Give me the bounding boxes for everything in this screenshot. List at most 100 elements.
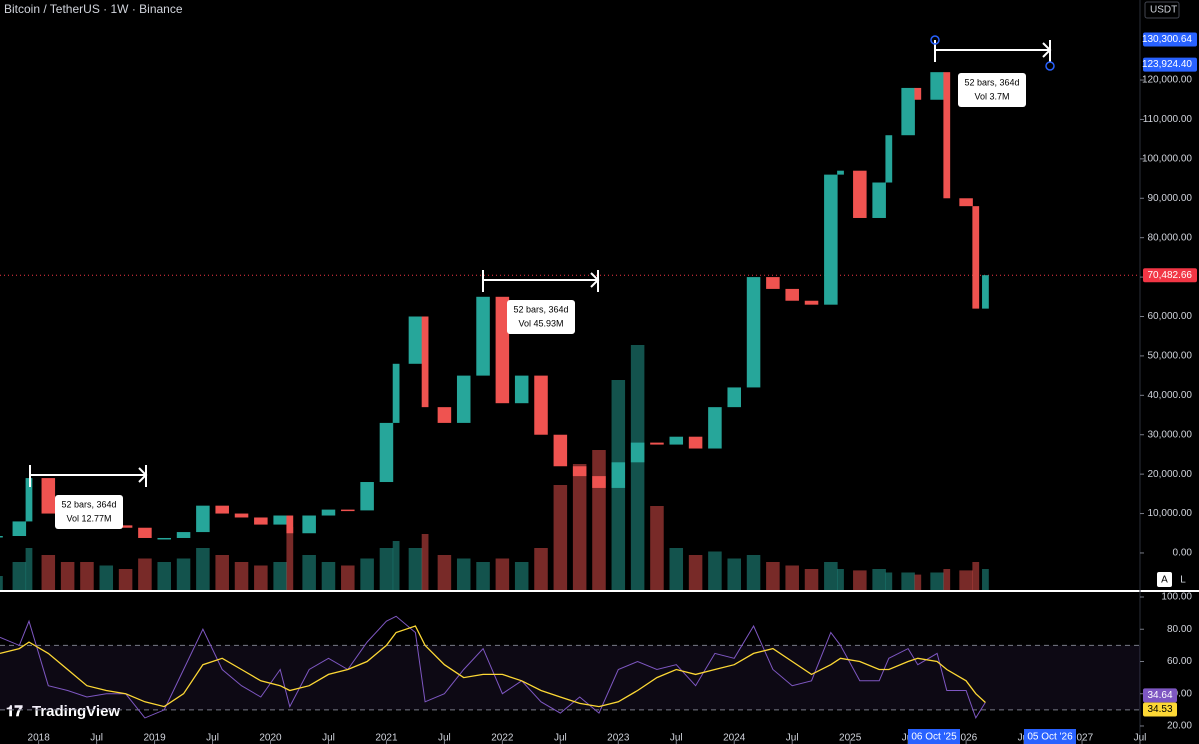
candle	[421, 316, 429, 408]
candle	[592, 476, 606, 488]
volume-bar	[804, 569, 819, 590]
volume-bar	[572, 464, 587, 590]
candle	[824, 174, 838, 305]
candle	[611, 462, 626, 488]
date-label: 05 Oct '26	[1027, 732, 1073, 743]
candle	[392, 363, 400, 423]
volume-bar	[959, 570, 973, 590]
rsi-y-tick-label: 20.00	[1167, 721, 1192, 732]
volume-bar	[408, 548, 423, 590]
volume-bar	[234, 562, 249, 590]
volume-bar	[534, 548, 548, 590]
volume-bar	[421, 534, 429, 590]
chart-title: Bitcoin / TetherUS · 1W · Binance	[4, 2, 183, 16]
x-tick-label: Jul	[90, 733, 103, 744]
measure-bars: 52 bars, 364d	[964, 77, 1019, 87]
volume-bar	[437, 555, 452, 590]
currency-box[interactable]	[1144, 1, 1180, 19]
candle	[360, 482, 374, 511]
candle	[837, 170, 844, 175]
candle	[476, 296, 490, 376]
x-tick-label: 2022	[491, 733, 514, 744]
volume-bar	[972, 562, 980, 590]
rsi-line	[0, 625, 986, 708]
candle	[196, 505, 210, 533]
volume-bar	[379, 548, 394, 590]
candle	[914, 87, 922, 100]
date-label-bg	[1024, 729, 1076, 744]
candle	[853, 170, 867, 218]
currency[interactable]: USDT	[1150, 5, 1177, 16]
price-label: 130,300.64	[1142, 34, 1192, 45]
volume-bar	[254, 565, 268, 590]
candle	[138, 527, 152, 538]
handle	[1045, 61, 1055, 71]
candle	[379, 422, 394, 483]
rsi-y-tick-label: 80.00	[1167, 624, 1192, 635]
price-label-bg	[1143, 268, 1197, 283]
rsi-y-tick-label: 100.00	[1161, 592, 1192, 603]
date-label-bg	[908, 729, 960, 744]
candle	[650, 442, 664, 445]
candle	[215, 505, 229, 514]
volume-bar	[273, 562, 287, 590]
brand: TradingView	[32, 703, 120, 720]
candle	[872, 182, 886, 218]
y-tick-label: 20,000.00	[1148, 469, 1193, 480]
measure-head	[138, 465, 148, 487]
measure-volume: Vol 3.7M	[974, 91, 1009, 101]
x-tick-label: 2021	[375, 733, 398, 744]
volume-bar	[25, 548, 33, 590]
volume-bar	[837, 569, 844, 590]
volume-bar	[982, 569, 989, 590]
candle	[669, 436, 684, 445]
candle	[534, 375, 548, 435]
candle	[553, 434, 568, 467]
measure-box	[55, 495, 123, 529]
y-tick-label: 80,000.00	[1148, 232, 1193, 243]
volume-bar	[669, 548, 684, 590]
candle	[41, 478, 56, 514]
log-label[interactable]: L	[1180, 575, 1186, 586]
y-tick-label: 0.00	[1173, 548, 1193, 559]
rsi-y-tick-label: 60.00	[1167, 656, 1192, 667]
y-tick-label: 50,000.00	[1148, 351, 1193, 362]
candle	[982, 275, 989, 309]
volume-bar	[872, 569, 886, 590]
rsi-value-label: 34.53	[1147, 704, 1172, 715]
volume-bar	[215, 555, 229, 590]
volume-bar	[341, 565, 355, 590]
volume-bar	[456, 558, 471, 590]
auto-label[interactable]: A	[1161, 575, 1168, 586]
candle	[321, 509, 336, 516]
candle	[408, 316, 423, 364]
measure-bars: 52 bars, 364d	[61, 499, 116, 509]
logo: 𝟏𝟕 TradingView	[6, 703, 120, 720]
candle	[885, 135, 893, 183]
candle	[302, 515, 316, 534]
candle	[157, 537, 171, 540]
x-tick-label: 2025	[839, 733, 862, 744]
x-tick-label: Jul	[1134, 733, 1147, 744]
volume-bar	[853, 570, 867, 590]
volume-bar	[99, 565, 114, 590]
candle	[785, 288, 799, 301]
y-tick-label: 120,000.00	[1142, 75, 1192, 86]
y-tick-label: 100,000.00	[1142, 154, 1192, 165]
volume-bar	[157, 562, 171, 590]
volume-bar	[476, 562, 490, 590]
candle	[286, 515, 294, 534]
candle	[514, 375, 529, 404]
auto-button[interactable]	[1157, 572, 1172, 587]
measure-box	[507, 300, 575, 334]
logo-mark: 𝟏𝟕	[6, 703, 23, 720]
candle	[901, 87, 915, 136]
measure-volume: Vol 45.93M	[518, 318, 563, 328]
volume-bar	[118, 569, 133, 590]
rsi-value-bg	[1143, 702, 1177, 717]
price-label: 123,924.40	[1142, 59, 1192, 70]
volume-bar	[630, 345, 645, 590]
candle	[943, 72, 951, 199]
